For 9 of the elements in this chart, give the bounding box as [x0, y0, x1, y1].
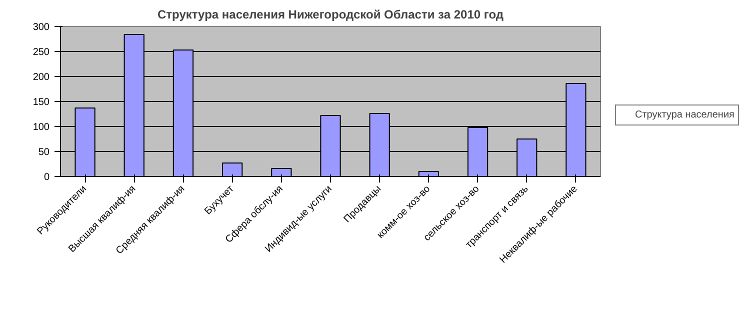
- y-tick-label: 50: [38, 147, 50, 158]
- y-tick-label: 100: [32, 122, 50, 133]
- y-tick-label: 250: [32, 47, 50, 58]
- chart-title: Структура населения Нижегородской Области за 2010 год: [157, 8, 504, 22]
- text: Структура населения: [635, 110, 734, 120]
- y-tick-label: 0: [44, 172, 50, 183]
- y-tick-label: 200: [32, 72, 50, 83]
- y-tick-label: 150: [32, 97, 50, 108]
- y-tick-label: 300: [32, 22, 50, 33]
